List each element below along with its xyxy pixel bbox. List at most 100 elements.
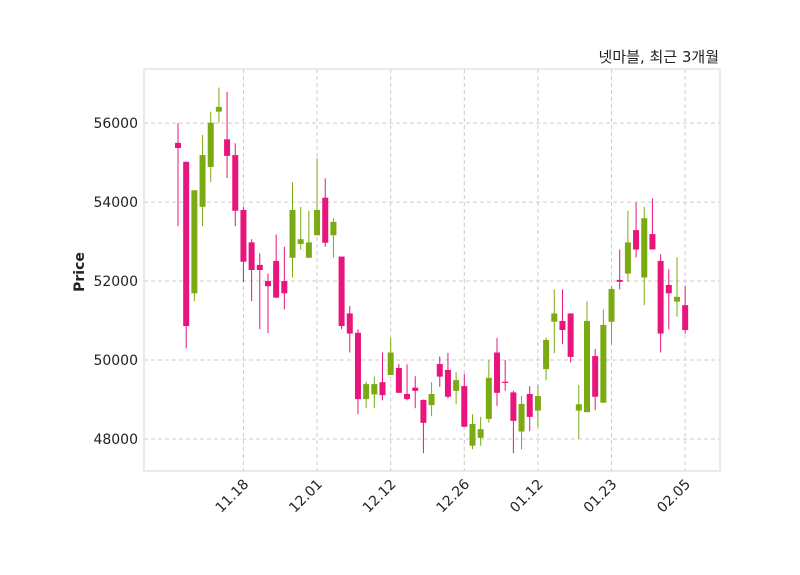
candle-body [305,242,312,258]
candle-body [592,356,599,397]
candle-up [584,301,590,413]
candle-body [346,313,353,334]
candle-body [616,279,623,282]
candle-up [289,182,296,278]
candle-body [494,352,501,393]
candle-body [404,393,411,400]
candle-up [453,372,460,405]
x-tick-label: 02.05 [654,477,694,517]
candle-body [314,209,321,236]
candle-down [436,356,443,387]
candle-body [477,429,484,438]
y-axis-label: Price [72,252,88,292]
candle-up [600,309,607,403]
candle-body [420,399,427,423]
y-tick-label: 54000 [93,195,138,211]
candle-up [534,384,541,428]
y-tick-label: 52000 [93,274,138,290]
candle-body [526,393,533,417]
candle-body [379,382,386,396]
candle-body [240,209,247,262]
candle-body [633,230,640,250]
candle-down [248,239,255,302]
candle-down [224,91,231,178]
candle-up [428,382,435,417]
candle-down [379,352,386,401]
candle-body [469,424,476,446]
candle-up [551,289,558,353]
candle-body [673,296,680,302]
candle-body [502,381,509,383]
candle-body [543,339,550,370]
candle-body [608,288,615,322]
x-tick-label: 12.26 [433,476,473,516]
x-axis: 11.18 12.01 12.12 12.26 01.12 01.23 02.05 [213,476,694,516]
candle-up [297,206,304,250]
candle-up [330,218,337,258]
candle-up [543,337,550,381]
candle-down [412,376,419,409]
candle-body [518,403,525,432]
candle-down [338,256,345,330]
candle-down [175,123,181,227]
y-tick-label: 48000 [93,432,138,448]
candle-body [567,313,574,357]
candle-down [322,178,329,247]
candle-down [240,206,247,282]
candle-body [322,197,329,243]
candle-up [641,206,648,306]
candle-up [673,257,680,317]
candle-down [404,364,411,401]
candle-body [273,260,280,298]
candle-body [559,320,566,331]
candle-down [420,399,427,454]
candle-body [575,404,582,411]
candle-down [682,285,689,334]
candles [175,87,689,454]
grid [144,69,720,471]
candle-down [567,313,574,363]
candle-body [600,324,607,403]
candle-body [641,218,648,278]
candle-up [477,416,484,446]
candle-up [371,376,378,409]
x-tick-label: 01.12 [507,477,547,517]
candle-down [657,254,664,353]
candle-up [215,87,222,123]
candle-down [526,386,533,432]
candle-body [199,155,206,207]
candle-down [395,363,402,393]
candle-body [338,256,345,327]
candle-down [502,360,509,391]
candle-body [412,387,419,391]
candle-up [207,111,214,182]
x-tick-label: 12.12 [360,477,400,517]
plot-frame [143,68,721,472]
candle-down [665,269,672,330]
candle-body [354,332,361,400]
candle-down [264,273,271,334]
candle-down [273,234,280,299]
candle-body [183,161,190,327]
candle-body [289,209,296,258]
candle-body [297,239,304,244]
candle-down [461,374,468,427]
candle-up [575,384,582,440]
candle-up [314,158,321,236]
candle-body [395,367,402,393]
candle-up [363,381,370,409]
candle-body [510,392,517,421]
candle-body [224,139,231,156]
candle-down [649,198,656,250]
candle-body [665,285,672,294]
candle-body [682,305,689,331]
x-tick-label: 11.18 [213,477,253,517]
candle-body [428,393,435,406]
candle-down [494,337,501,406]
candle-body [485,377,492,419]
candle-body [534,395,541,411]
candle-body [330,221,337,236]
candle-up [485,360,492,423]
candle-up [624,210,631,282]
candle-down [616,249,623,290]
